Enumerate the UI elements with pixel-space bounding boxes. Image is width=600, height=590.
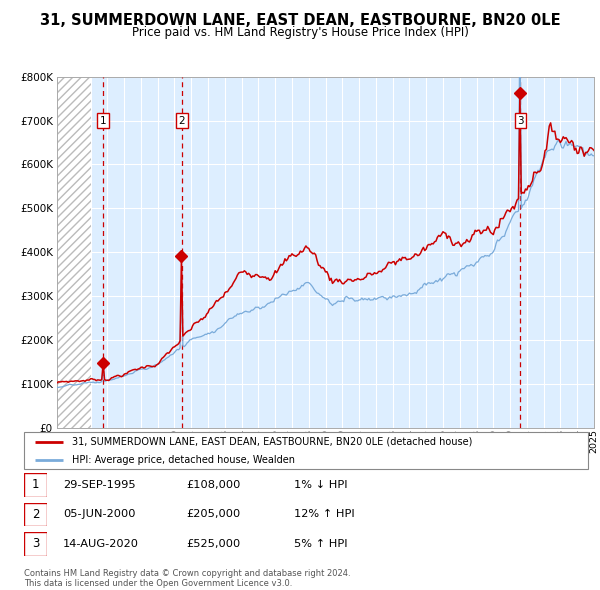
Text: 14-AUG-2020: 14-AUG-2020: [63, 539, 139, 549]
Text: 1: 1: [100, 116, 106, 126]
Text: 2: 2: [32, 508, 39, 521]
Text: Contains HM Land Registry data © Crown copyright and database right 2024.: Contains HM Land Registry data © Crown c…: [24, 569, 350, 578]
Text: 1% ↓ HPI: 1% ↓ HPI: [294, 480, 347, 490]
Text: £525,000: £525,000: [186, 539, 240, 549]
Text: £205,000: £205,000: [186, 510, 240, 519]
Text: 31, SUMMERDOWN LANE, EAST DEAN, EASTBOURNE, BN20 0LE: 31, SUMMERDOWN LANE, EAST DEAN, EASTBOUR…: [40, 13, 560, 28]
Text: Price paid vs. HM Land Registry's House Price Index (HPI): Price paid vs. HM Land Registry's House …: [131, 26, 469, 39]
Text: 12% ↑ HPI: 12% ↑ HPI: [294, 510, 355, 519]
Text: 2: 2: [178, 116, 185, 126]
Text: 31, SUMMERDOWN LANE, EAST DEAN, EASTBOURNE, BN20 0LE (detached house): 31, SUMMERDOWN LANE, EAST DEAN, EASTBOUR…: [72, 437, 472, 447]
Text: 3: 3: [517, 116, 524, 126]
Text: 3: 3: [32, 537, 39, 550]
Text: 5% ↑ HPI: 5% ↑ HPI: [294, 539, 347, 549]
Bar: [57, 77, 91, 428]
Text: HPI: Average price, detached house, Wealden: HPI: Average price, detached house, Weal…: [72, 455, 295, 465]
Text: 1: 1: [32, 478, 39, 491]
Text: 05-JUN-2000: 05-JUN-2000: [63, 510, 136, 519]
Text: 29-SEP-1995: 29-SEP-1995: [63, 480, 136, 490]
Text: This data is licensed under the Open Government Licence v3.0.: This data is licensed under the Open Gov…: [24, 579, 292, 588]
Text: £108,000: £108,000: [186, 480, 241, 490]
